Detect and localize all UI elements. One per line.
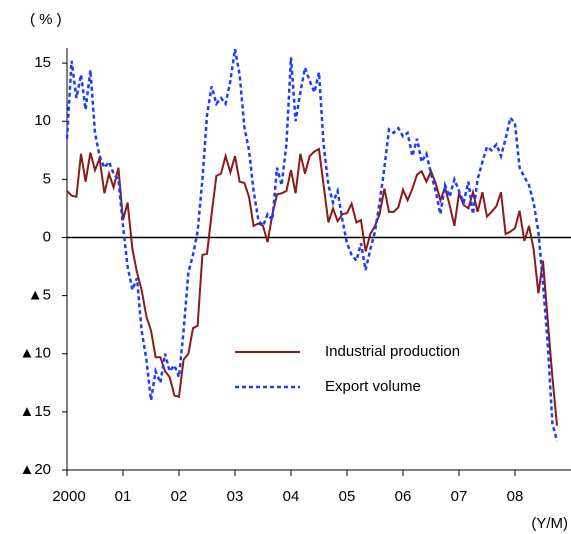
x-tick-label: 08	[507, 488, 524, 505]
y-tick-label: 15	[34, 54, 51, 71]
y-tick-label: ▲15	[19, 403, 51, 420]
series-line	[65, 48, 559, 442]
x-unit: (Y/M)	[531, 515, 568, 532]
y-tick-label: 0	[43, 228, 51, 245]
y-tick-label: 5	[43, 170, 51, 187]
y-tick-label: ▲20	[19, 461, 51, 478]
x-tick-label: 05	[339, 488, 356, 505]
x-tick-label: 2000	[52, 488, 85, 505]
y-tick-label: ▲5	[28, 287, 51, 304]
y-tick-label: 10	[34, 112, 51, 129]
x-tick-label: 02	[171, 488, 188, 505]
x-tick-label: 07	[451, 488, 468, 505]
x-tick-label: 01	[115, 488, 132, 505]
y-tick-label: ▲10	[19, 345, 51, 362]
x-tick-label: 04	[283, 488, 300, 505]
y-unit: ( % )	[30, 11, 62, 28]
series-line	[66, 147, 558, 426]
legend-label: Export volume	[325, 378, 421, 395]
x-tick-label: 06	[395, 488, 412, 505]
x-tick-label: 03	[227, 488, 244, 505]
legend-label: Industrial production	[325, 343, 460, 360]
